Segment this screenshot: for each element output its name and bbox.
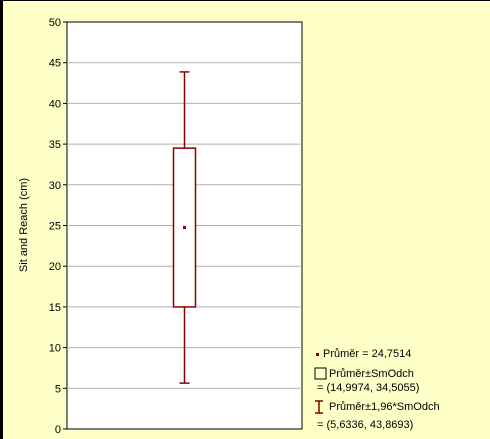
mean-point xyxy=(183,226,186,230)
legend-box-label-1: Průměr±SmOdch xyxy=(329,368,414,380)
y-tick-label: 5 xyxy=(55,383,61,395)
y-axis-label: Sit and Reach (cm) xyxy=(18,178,30,272)
y-tick-label: 50 xyxy=(49,17,61,29)
legend-whisker-marker xyxy=(315,400,323,414)
plot-marks xyxy=(172,71,197,384)
legend: Průměr = 24,7514 Průměr±SmOdch = (14,997… xyxy=(314,348,440,431)
y-tick-label: 15 xyxy=(49,302,61,314)
legend-whisker-label-2: = (5,6336, 43,8693) xyxy=(317,419,413,431)
y-tick-label: 40 xyxy=(49,98,61,110)
legend-mean-label: Průměr = 24,7514 xyxy=(323,348,411,360)
legend-mean-marker xyxy=(316,353,319,356)
y-tick-label: 10 xyxy=(49,343,61,355)
legend-box-marker xyxy=(314,367,327,380)
legend-whisker-label-1: Průměr±1,96*SmOdch xyxy=(329,401,440,413)
legend-box-label-2: = (14,9974, 34,5055) xyxy=(317,382,419,394)
y-tick-label: 35 xyxy=(49,139,61,151)
y-tick-label: 0 xyxy=(55,424,61,436)
y-axis-ticks: 0 5 10 15 20 25 30 35 40 45 50 xyxy=(49,17,67,436)
y-tick-label: 25 xyxy=(49,221,61,233)
y-tick-label: 20 xyxy=(49,261,61,273)
y-tick-label: 45 xyxy=(49,58,61,70)
y-tick-label: 30 xyxy=(49,180,61,192)
